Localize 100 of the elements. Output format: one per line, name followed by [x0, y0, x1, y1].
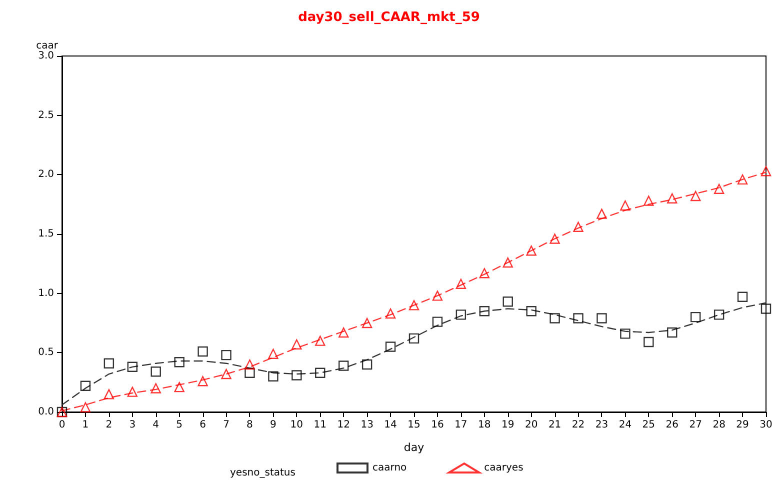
x-tick-label: 26: [666, 420, 678, 430]
x-tick-label: 12: [337, 420, 350, 430]
point: [338, 360, 349, 371]
point: [385, 342, 396, 352]
x-tick-label: 21: [548, 420, 562, 430]
x-tick-label: 5: [176, 420, 183, 430]
point: [338, 327, 349, 338]
x-axis-title: day: [404, 441, 425, 454]
point: [667, 327, 678, 338]
point: [456, 310, 466, 320]
x-tick-label: 13: [360, 420, 374, 430]
point: [737, 174, 748, 185]
point: [268, 348, 278, 359]
point: [502, 296, 513, 307]
x-tick-label: 25: [642, 420, 656, 430]
point: [315, 336, 326, 346]
point: [432, 290, 443, 301]
point: [174, 382, 184, 392]
point: [502, 257, 513, 268]
point: [456, 278, 466, 289]
x-tick-label: 29: [736, 420, 749, 430]
x-tick-label: 6: [200, 420, 206, 430]
point: [737, 292, 748, 302]
x-tick-label: 3: [129, 420, 136, 430]
point: [432, 316, 443, 327]
point: [573, 222, 584, 232]
point: [690, 312, 701, 322]
x-tick-label: 9: [270, 420, 276, 430]
y-axis-title: caar: [36, 40, 59, 52]
point: [198, 346, 208, 357]
point: [620, 200, 630, 211]
point: [644, 196, 654, 206]
point: [526, 246, 536, 256]
point: [385, 308, 396, 319]
x-tick-label: 28: [712, 420, 726, 430]
point: [362, 318, 372, 328]
legend-title: yesno_status: [230, 468, 296, 478]
point: [127, 386, 138, 397]
x-tick-label: 0: [58, 420, 66, 430]
point: [408, 300, 420, 310]
x-tick-label: 2: [106, 420, 112, 430]
point: [292, 370, 302, 380]
x-tick-label: 8: [246, 420, 253, 430]
x-tick-label: 23: [595, 420, 608, 430]
point: [667, 193, 678, 204]
x-tick-label: 11: [314, 420, 326, 430]
x-tick-label: 17: [454, 420, 468, 430]
point: [174, 357, 184, 368]
point: [80, 380, 91, 391]
point: [714, 310, 724, 320]
point: [80, 402, 91, 412]
y-tick-label: 2.0: [38, 169, 54, 180]
x-tick-label: 20: [524, 420, 538, 430]
point: [292, 339, 302, 350]
point: [550, 313, 560, 324]
point: [714, 184, 724, 194]
legend-label: caarno: [372, 462, 407, 474]
x-tick-label: 10: [290, 420, 304, 430]
point: [150, 366, 161, 377]
y-tick-label: 1.0: [38, 288, 54, 299]
x-tick-label: 16: [431, 420, 444, 430]
x-tick-label: 27: [689, 420, 702, 430]
point: [690, 190, 701, 202]
x-tick-label: 19: [502, 420, 514, 430]
point: [408, 333, 420, 344]
point: [479, 268, 490, 278]
y-tick-label: 2.5: [38, 110, 54, 121]
point: [362, 359, 372, 370]
x-tick-label: 7: [223, 420, 230, 430]
point: [760, 304, 772, 314]
y-tick-label: 0.0: [38, 406, 54, 418]
point: [550, 234, 560, 244]
y-tick-label: 3.0: [38, 50, 54, 62]
point: [221, 350, 232, 360]
point: [221, 368, 232, 380]
chart-title: day30_sell_CAAR_mkt_59: [298, 10, 480, 25]
point: [620, 328, 630, 339]
x-tick-label: 14: [384, 420, 397, 430]
point: [104, 389, 114, 400]
x-tick-label: 22: [572, 420, 585, 430]
point: [760, 166, 772, 176]
point: [127, 362, 138, 372]
x-tick-label: 18: [478, 420, 491, 430]
point: [268, 371, 278, 382]
point: [526, 306, 536, 316]
point: [244, 368, 255, 378]
point: [150, 383, 161, 394]
y-tick-label: 1.5: [38, 228, 54, 240]
point: [104, 358, 114, 368]
point: [315, 368, 326, 378]
x-tick-label: 15: [408, 420, 420, 430]
legend-label: caaryes: [484, 462, 524, 474]
point: [244, 359, 255, 370]
point: [573, 313, 584, 324]
y-tick-label: 0.5: [38, 347, 54, 358]
x-tick-label: 4: [152, 420, 160, 430]
point: [479, 306, 490, 316]
x-tick-label: 30: [760, 420, 772, 430]
point: [596, 208, 607, 219]
point: [198, 376, 208, 386]
